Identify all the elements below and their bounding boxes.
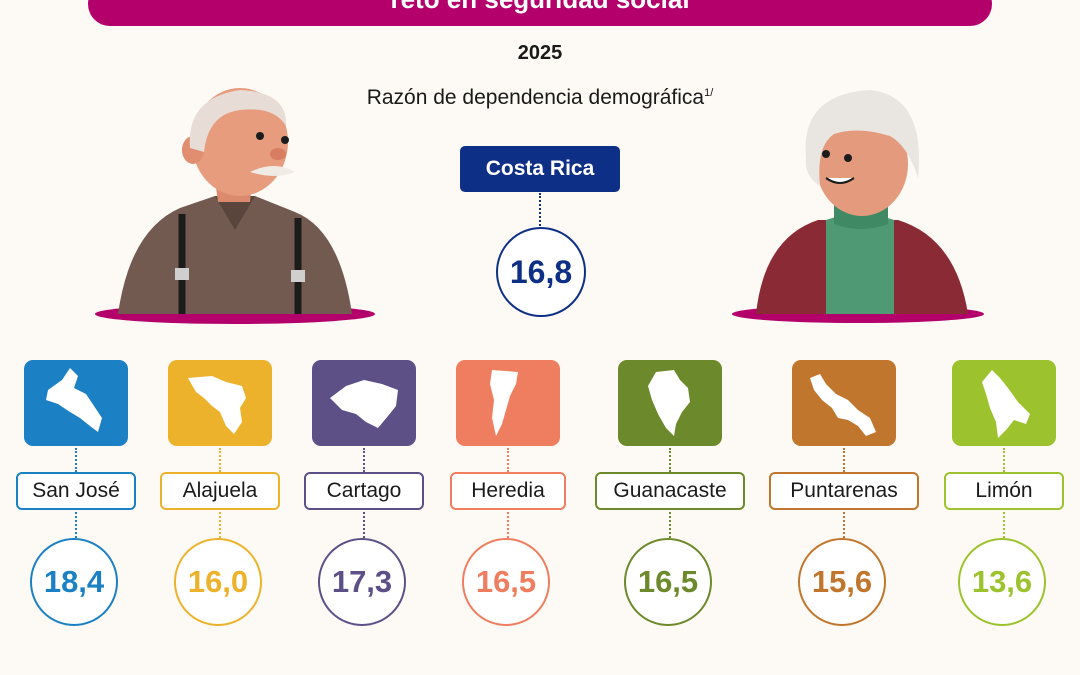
- icon-connector: [669, 448, 671, 472]
- label-connector: [363, 512, 365, 538]
- icon-connector: [75, 448, 77, 472]
- label-connector: [75, 512, 77, 538]
- label-connector: [507, 512, 509, 538]
- province-value: 13,6: [958, 538, 1046, 626]
- icon-connector: [507, 448, 509, 472]
- guanacaste-map-icon: [618, 360, 722, 446]
- province-label: Heredia: [450, 472, 566, 510]
- province-value: 15,6: [798, 538, 886, 626]
- subtitle-note: 1/: [704, 87, 714, 99]
- country-value: 16,8: [496, 227, 586, 317]
- elderly-woman-icon: [730, 86, 992, 328]
- icon-connector: [1003, 448, 1005, 472]
- icon-connector: [363, 448, 365, 472]
- country-connector: [539, 193, 541, 226]
- heredia-map-icon: [456, 360, 560, 446]
- banner-text: reto en seguridad social: [390, 0, 689, 14]
- province-label: Limón: [944, 472, 1064, 510]
- label-connector: [843, 512, 845, 538]
- puntarenas-map-icon: [792, 360, 896, 446]
- province-value: 17,3: [318, 538, 406, 626]
- alajuela-map-icon: [168, 360, 272, 446]
- province-label: Alajuela: [160, 472, 280, 510]
- cartago-map-icon: [312, 360, 416, 446]
- icon-connector: [219, 448, 221, 472]
- province-label: Guanacaste: [595, 472, 745, 510]
- san-jose-map-icon: [24, 360, 128, 446]
- limon-map-icon: [952, 360, 1056, 446]
- label-connector: [669, 512, 671, 538]
- label-connector: [219, 512, 221, 538]
- province-label: Cartago: [304, 472, 424, 510]
- province-value: 16,0: [174, 538, 262, 626]
- title-banner: reto en seguridad social: [88, 0, 992, 26]
- subtitle-text: Razón de dependencia demográfica: [366, 86, 705, 109]
- province-value: 16,5: [624, 538, 712, 626]
- year-label: 2025: [517, 42, 563, 64]
- province-label: Puntarenas: [769, 472, 919, 510]
- label-connector: [1003, 512, 1005, 538]
- icon-connector: [843, 448, 845, 472]
- subtitle: Razón de dependencia demográfica1/: [0, 86, 1080, 110]
- elderly-man-icon: [90, 80, 380, 328]
- province-value: 18,4: [30, 538, 118, 626]
- country-label: Costa Rica: [460, 146, 620, 192]
- province-label: San José: [16, 472, 136, 510]
- province-value: 16,5: [462, 538, 550, 626]
